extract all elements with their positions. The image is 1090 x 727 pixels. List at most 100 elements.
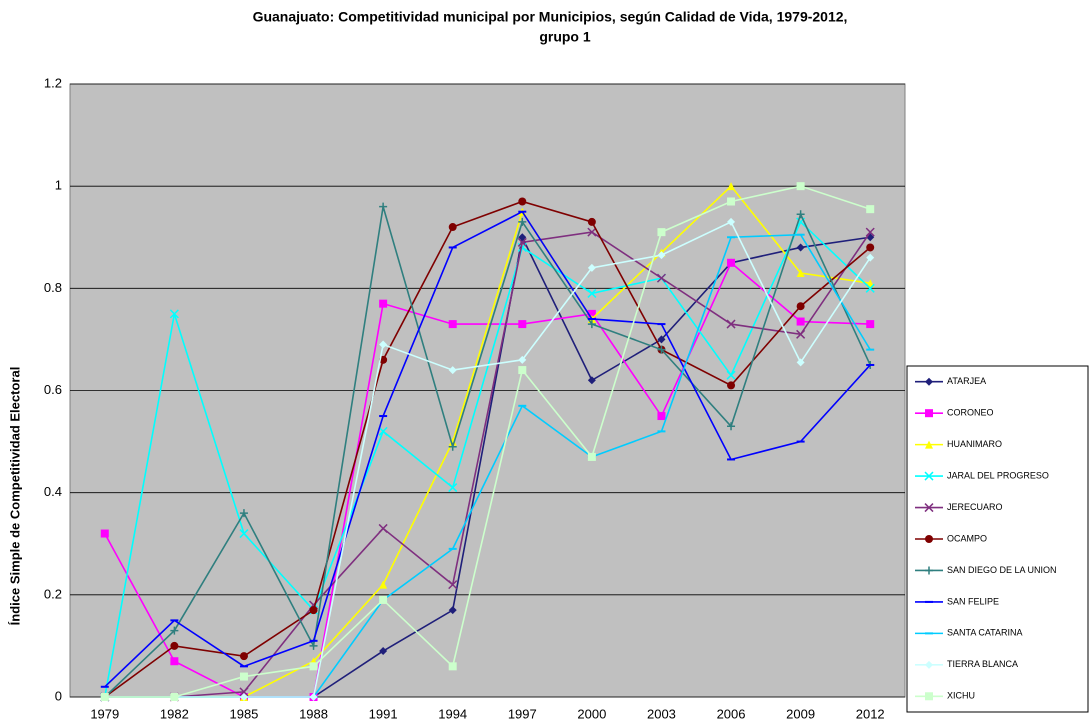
marker xyxy=(587,452,596,461)
marker xyxy=(448,606,457,615)
legend-marker xyxy=(925,566,933,575)
legend-marker xyxy=(924,503,934,513)
legend-label: CORONEO xyxy=(947,408,994,418)
marker xyxy=(587,309,596,318)
marker xyxy=(727,258,736,267)
marker xyxy=(448,580,458,590)
marker xyxy=(587,288,597,298)
y-tick-label: 0.8 xyxy=(44,280,62,295)
marker xyxy=(587,320,596,329)
marker xyxy=(378,426,388,436)
legend-label: XICHU xyxy=(947,691,975,701)
marker xyxy=(448,320,457,329)
marker xyxy=(796,358,805,367)
marker xyxy=(169,309,179,319)
marker xyxy=(448,483,458,493)
marker xyxy=(517,237,527,247)
marker xyxy=(587,376,596,385)
marker xyxy=(309,606,318,615)
marker xyxy=(796,210,805,219)
marker xyxy=(448,366,457,375)
legend-label: TIERRA BLANCA xyxy=(947,659,1018,669)
marker xyxy=(518,355,527,364)
marker xyxy=(796,302,805,311)
marker xyxy=(866,253,875,262)
y-tick-label: 1 xyxy=(55,178,62,193)
marker xyxy=(239,693,248,701)
marker xyxy=(448,662,457,671)
marker xyxy=(100,529,109,538)
x-tick-label: 2012 xyxy=(856,706,885,721)
marker xyxy=(726,370,736,380)
x-tick-label: 1982 xyxy=(160,706,189,721)
marker xyxy=(657,345,666,354)
marker xyxy=(657,251,666,260)
y-tick-label: 1.2 xyxy=(44,75,62,90)
marker xyxy=(796,317,805,326)
marker xyxy=(309,662,318,671)
legend-label: SAN DIEGO DE LA UNION xyxy=(947,565,1057,575)
marker xyxy=(379,647,388,656)
series-line xyxy=(104,210,871,688)
marker xyxy=(727,182,736,191)
marker xyxy=(866,205,875,214)
marker xyxy=(866,279,875,288)
legend-label: ATARJEA xyxy=(947,376,986,386)
legend-label: HUANIMARO xyxy=(947,439,1002,449)
marker xyxy=(100,693,109,701)
marker xyxy=(378,523,388,533)
marker xyxy=(518,320,527,329)
marker xyxy=(796,243,805,252)
series-line xyxy=(104,220,871,698)
legend-label: SANTA CATARINA xyxy=(947,628,1023,638)
y-tick-label: 0.6 xyxy=(44,382,62,397)
y-tick-label: 0.4 xyxy=(44,484,62,499)
marker xyxy=(239,652,248,661)
marker xyxy=(518,217,527,226)
marker xyxy=(309,693,318,701)
legend-marker xyxy=(925,377,933,386)
y-tick-label: 0 xyxy=(55,688,62,703)
marker xyxy=(796,182,805,191)
legend-marker xyxy=(925,409,933,418)
marker xyxy=(518,366,527,375)
x-tick-label: 1997 xyxy=(508,706,537,721)
legend-label: OCAMPO xyxy=(947,533,987,543)
x-tick-label: 1988 xyxy=(299,706,328,721)
marker xyxy=(379,340,388,349)
marker xyxy=(796,269,805,278)
x-tick-label: 2000 xyxy=(577,706,606,721)
chart-title: Guanajuato: Competitividad municipal por… xyxy=(253,9,848,25)
series-line xyxy=(104,185,871,698)
legend-marker xyxy=(925,692,933,701)
marker xyxy=(726,319,736,329)
marker xyxy=(239,509,248,518)
marker xyxy=(379,202,388,211)
marker xyxy=(518,197,527,206)
y-axis-title: Índice Simple de Competitividad Electora… xyxy=(7,367,22,626)
legend-marker xyxy=(925,660,933,669)
x-tick-label: 1994 xyxy=(438,706,467,721)
marker xyxy=(170,657,179,666)
marker xyxy=(865,227,875,237)
x-tick-label: 1991 xyxy=(369,706,398,721)
marker xyxy=(656,273,666,283)
marker xyxy=(866,320,875,329)
marker xyxy=(796,329,806,339)
marker xyxy=(448,437,457,446)
legend-label: JARAL DEL PROGRESO xyxy=(947,470,1049,480)
marker xyxy=(657,335,666,344)
marker xyxy=(379,580,388,589)
marker xyxy=(448,223,457,232)
marker xyxy=(866,243,875,252)
series-line xyxy=(104,231,871,698)
marker xyxy=(657,412,666,421)
marker xyxy=(448,442,457,451)
marker xyxy=(727,197,736,206)
marker xyxy=(239,687,249,697)
x-tick-label: 2009 xyxy=(786,706,815,721)
legend-marker xyxy=(925,440,933,449)
marker xyxy=(239,672,248,681)
legend-label: SAN FELIPE xyxy=(947,596,999,606)
